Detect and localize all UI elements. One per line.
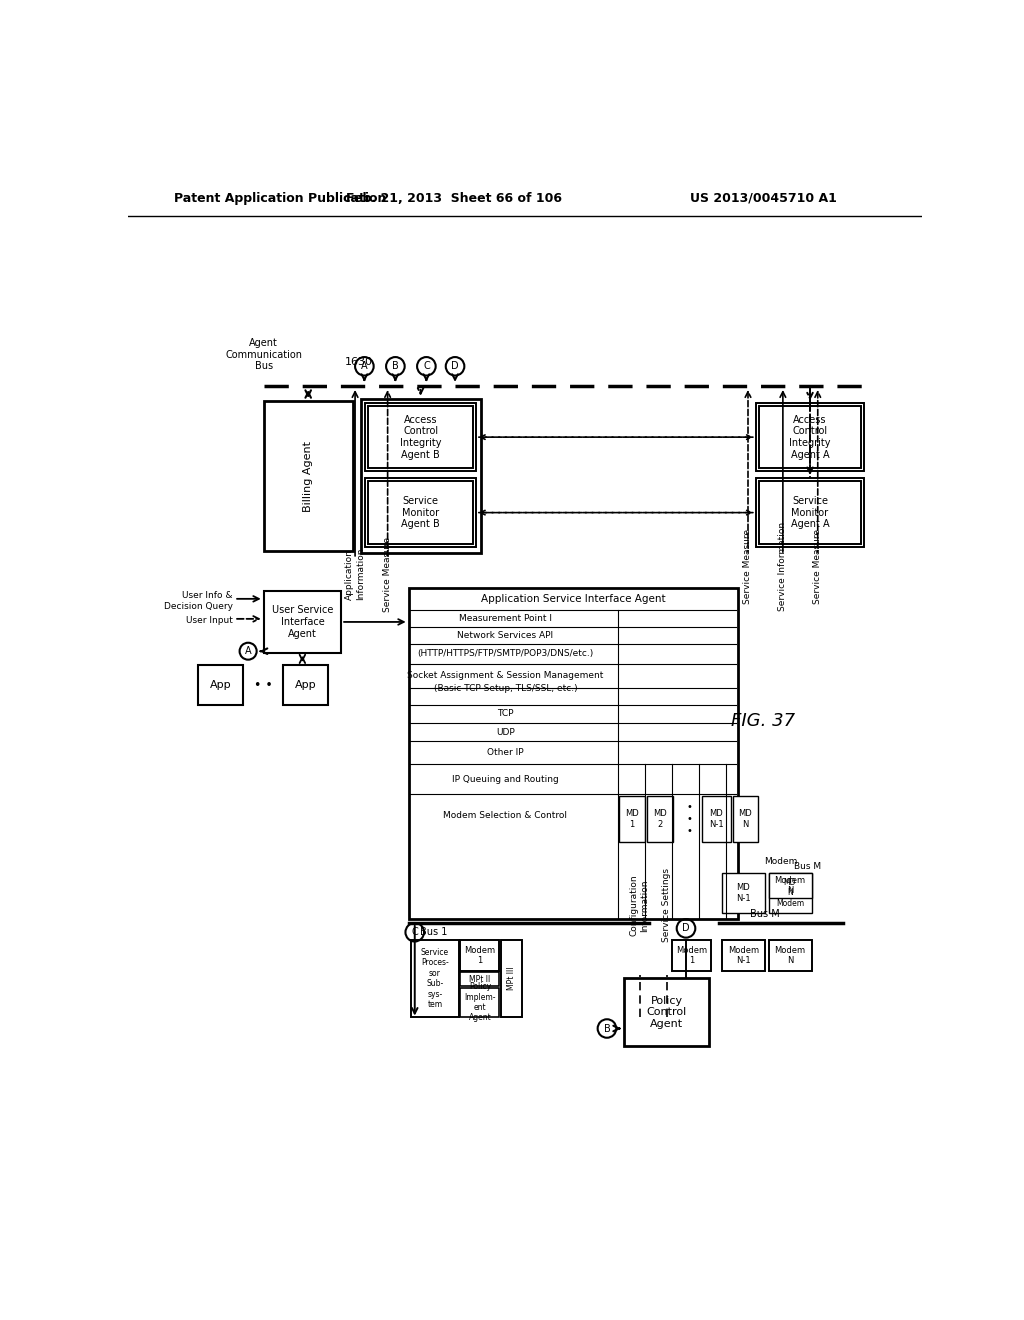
Bar <box>366 478 476 548</box>
Text: Measurement Point I: Measurement Point I <box>459 614 552 623</box>
Text: MD
N: MD N <box>738 809 753 829</box>
Text: Service
Monitor
Agent A: Service Monitor Agent A <box>791 496 829 529</box>
Text: Service
Monitor
Agent B: Service Monitor Agent B <box>401 496 440 529</box>
Bar <box>722 940 765 970</box>
Text: D: D <box>452 362 459 371</box>
Bar <box>756 404 864 471</box>
Text: Bus 1: Bus 1 <box>420 927 447 937</box>
Text: MPt III: MPt III <box>507 966 516 990</box>
Bar <box>283 665 328 705</box>
Text: Service Measure: Service Measure <box>383 537 392 611</box>
Text: US 2013/0045710 A1: US 2013/0045710 A1 <box>690 191 837 205</box>
Text: MD
2: MD 2 <box>653 809 667 829</box>
Text: (Basic TCP Setup, TLS/SSL, etc.): (Basic TCP Setup, TLS/SSL, etc.) <box>433 684 578 693</box>
Text: FIG. 37: FIG. 37 <box>731 711 796 730</box>
Text: B: B <box>392 362 398 371</box>
Bar <box>461 940 500 970</box>
Text: Modem: Modem <box>764 857 798 866</box>
Bar <box>769 873 812 913</box>
Text: Bus M: Bus M <box>795 862 821 871</box>
Bar <box>198 665 243 705</box>
Text: User Info &
Decision Query: User Info & Decision Query <box>164 591 232 611</box>
Text: IP Queuing and Routing: IP Queuing and Routing <box>452 775 559 784</box>
Text: C: C <box>423 362 430 371</box>
Text: MD
N
Modem: MD N Modem <box>776 878 804 908</box>
Bar <box>759 407 861 469</box>
Text: Configuration
Information: Configuration Information <box>630 874 649 936</box>
Text: Other IP: Other IP <box>487 747 523 756</box>
Bar <box>769 873 812 898</box>
Bar <box>624 978 710 1047</box>
Text: TCP: TCP <box>498 709 514 718</box>
Text: Modem
N-1: Modem N-1 <box>728 945 759 965</box>
Text: MD
N-1: MD N-1 <box>709 809 724 829</box>
Text: Billing Agent: Billing Agent <box>303 441 313 512</box>
Bar <box>501 940 522 1016</box>
Text: User Input: User Input <box>185 616 232 624</box>
Text: A: A <box>361 362 368 371</box>
Text: 1630: 1630 <box>345 358 373 367</box>
Bar <box>647 796 673 842</box>
Text: Modem
N: Modem N <box>774 875 806 895</box>
Bar <box>672 940 711 970</box>
Text: Modem
1: Modem 1 <box>464 945 496 965</box>
Bar <box>756 478 864 548</box>
Bar <box>620 796 645 842</box>
Text: Service
Proces-
sor
Sub-
sys-
tem: Service Proces- sor Sub- sys- tem <box>421 948 449 1008</box>
Text: App: App <box>210 680 231 690</box>
Text: A: A <box>245 647 252 656</box>
Bar <box>366 404 476 471</box>
Text: Policy
Control
Agent: Policy Control Agent <box>646 995 687 1028</box>
Bar <box>769 940 812 970</box>
Text: App: App <box>295 680 316 690</box>
Text: Feb. 21, 2013  Sheet 66 of 106: Feb. 21, 2013 Sheet 66 of 106 <box>345 191 561 205</box>
Text: Service Information: Service Information <box>778 521 787 611</box>
Text: Modem Selection & Control: Modem Selection & Control <box>443 810 567 820</box>
Text: User Service
Interface
Agent: User Service Interface Agent <box>271 606 333 639</box>
Text: Access
Control
Integrity
Agent A: Access Control Integrity Agent A <box>790 414 830 459</box>
Bar <box>759 480 861 544</box>
Text: Policy
Implem-
ent
Agent: Policy Implem- ent Agent <box>464 982 496 1023</box>
Bar <box>263 401 352 552</box>
Bar <box>369 480 473 544</box>
Text: • •: • • <box>254 678 273 692</box>
Text: Service Measure: Service Measure <box>813 529 822 605</box>
Bar <box>263 591 341 653</box>
Text: Service Measure: Service Measure <box>743 529 753 605</box>
Text: Modem
1: Modem 1 <box>676 945 707 965</box>
Bar <box>732 796 758 842</box>
Text: MD
1: MD 1 <box>626 809 639 829</box>
Bar <box>360 399 480 553</box>
Text: MD
N-1: MD N-1 <box>736 883 751 903</box>
Text: C: C <box>412 927 418 937</box>
Text: Application Service Interface Agent: Application Service Interface Agent <box>481 594 666 603</box>
Text: Patent Application Publication: Patent Application Publication <box>174 191 387 205</box>
Text: Network Services API: Network Services API <box>458 631 554 639</box>
Bar <box>701 796 731 842</box>
Text: (HTTP/HTTPS/FTP/SMTP/POP3/DNS/etc.): (HTTP/HTTPS/FTP/SMTP/POP3/DNS/etc.) <box>418 649 594 657</box>
Text: Service Settings: Service Settings <box>663 869 671 942</box>
Text: Bus M: Bus M <box>751 908 780 919</box>
Bar <box>461 973 500 986</box>
Text: Modem
N: Modem N <box>774 945 806 965</box>
Text: MPt II: MPt II <box>469 974 490 983</box>
Bar <box>369 407 473 469</box>
Text: Agent
Communication
Bus: Agent Communication Bus <box>225 338 302 371</box>
Text: Socket Assignment & Session Management: Socket Assignment & Session Management <box>408 672 603 680</box>
Text: D: D <box>682 924 690 933</box>
Bar <box>409 589 738 919</box>
Text: •
•
•: • • • <box>687 803 693 836</box>
Text: UDP: UDP <box>496 727 515 737</box>
Bar <box>461 987 500 1016</box>
Text: Application
Information: Application Information <box>345 548 365 601</box>
Bar <box>722 873 765 913</box>
Bar <box>411 940 459 1016</box>
Text: Access
Control
Integrity
Agent B: Access Control Integrity Agent B <box>399 414 441 459</box>
Text: B: B <box>603 1023 610 1034</box>
